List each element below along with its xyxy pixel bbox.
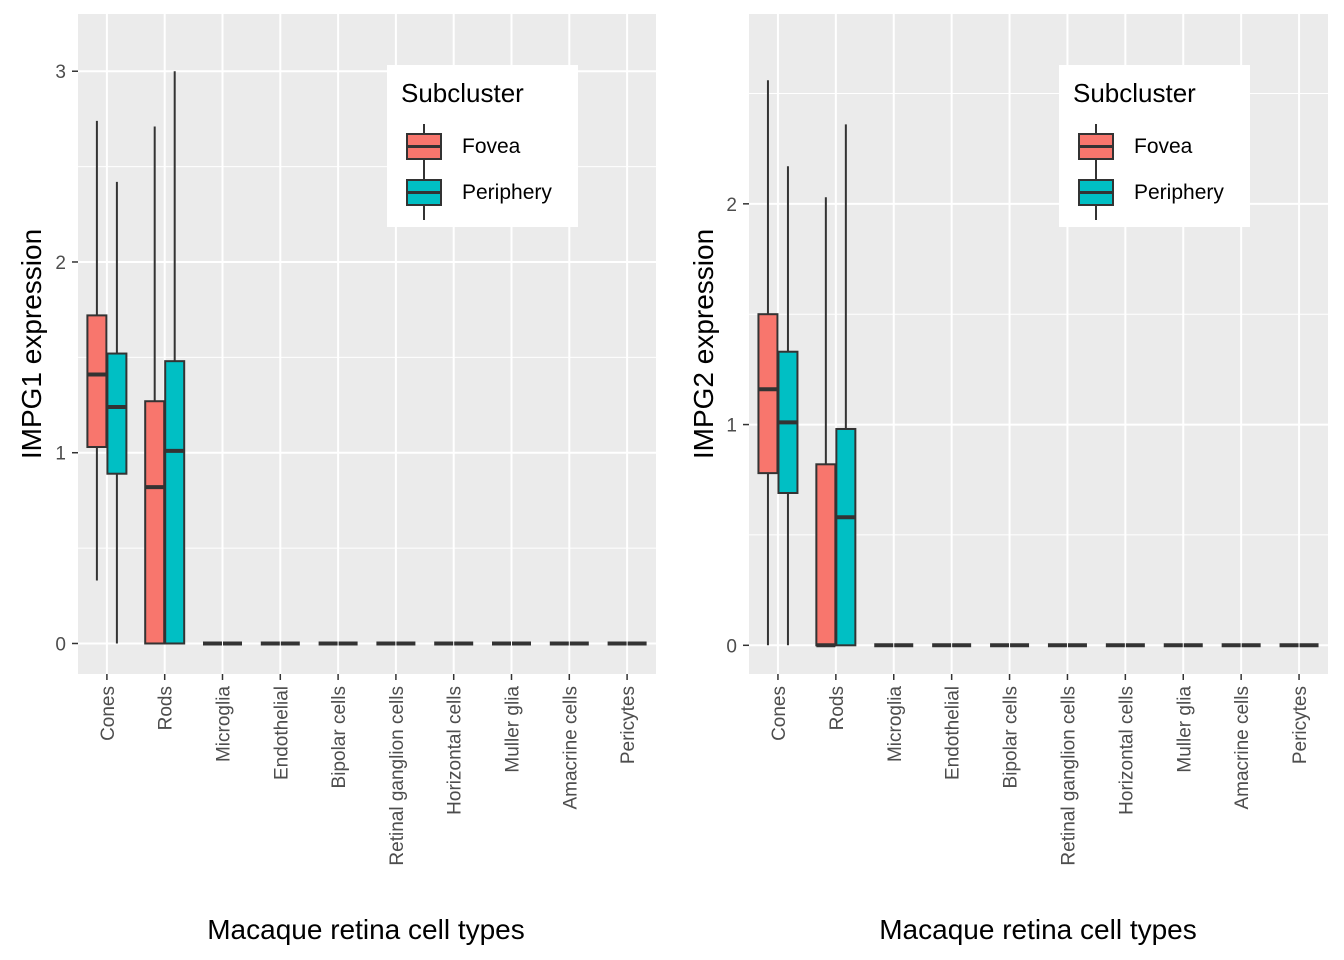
y-tick-label: 2 <box>726 195 737 216</box>
x-tick-label: Horizontal cells <box>445 686 466 815</box>
x-tick-label: Cones <box>769 686 790 741</box>
legend-label: Fovea <box>462 135 521 158</box>
x-axis-title: Macaque retina cell types <box>879 914 1197 945</box>
y-axis-title: IMPG2 expression <box>688 229 719 459</box>
x-tick-label: Cones <box>98 686 119 741</box>
box-periphery-0 <box>777 166 799 646</box>
y-tick-label: 1 <box>726 416 737 437</box>
box <box>835 427 857 647</box>
legend-title: Subcluster <box>401 78 524 108</box>
x-tick-label: Rods <box>827 686 848 730</box>
chart-panel-impg1: 0 1 2 3 Cones Rods Microglia Endothelial Bipolar… <box>16 14 656 945</box>
legend: Subcluster Fovea Periphery <box>1059 65 1250 227</box>
x-axis-title: Macaque retina cell types <box>207 914 525 945</box>
y-axis-title: IMPG1 expression <box>16 229 47 459</box>
box <box>164 360 186 645</box>
legend-title: Subcluster <box>1073 78 1196 108</box>
box-fovea-0 <box>86 120 108 581</box>
box <box>144 400 166 645</box>
legend: Subcluster Fovea Periphery <box>387 65 578 227</box>
x-tick-label: Retinal ganglion cells <box>1058 686 1079 866</box>
box <box>106 352 128 475</box>
box <box>815 463 837 647</box>
box <box>757 313 779 475</box>
chart-panel-impg2: 0 1 2 Cones Rods Microglia Endothelial Bipolar … <box>688 14 1328 945</box>
x-tick-label: Amacrine cells <box>1232 686 1253 810</box>
x-tick-label: Pericytes <box>618 686 639 764</box>
x-tick-label: Bipolar cells <box>1001 686 1022 788</box>
y-tick-label: 3 <box>55 62 66 83</box>
box-periphery-0 <box>106 181 128 644</box>
legend-label: Fovea <box>1134 135 1193 158</box>
x-tick-label: Microglia <box>885 686 906 762</box>
y-tick-label: 2 <box>55 253 66 274</box>
x-tick-label: Amacrine cells <box>560 686 581 810</box>
x-tick-label: Muller glia <box>1174 686 1195 773</box>
y-tick-label: 0 <box>55 634 66 655</box>
x-tick-label: Horizontal cells <box>1116 686 1137 815</box>
x-tick-label: Endothelial <box>943 686 964 780</box>
box-periphery-1 <box>835 124 857 647</box>
x-tick-label: Microglia <box>214 686 235 762</box>
x-tick-label: Endothelial <box>271 686 292 780</box>
x-tick-label: Pericytes <box>1290 686 1311 764</box>
x-tick-label: Bipolar cells <box>329 686 350 788</box>
y-tick-label: 0 <box>726 636 737 657</box>
x-tick-label: Retinal ganglion cells <box>387 686 408 866</box>
legend-label: Periphery <box>462 181 552 204</box>
legend-label: Periphery <box>1134 181 1224 204</box>
x-tick-label: Muller glia <box>503 686 524 773</box>
box-periphery-1 <box>164 71 186 645</box>
y-tick-label: 1 <box>55 444 66 465</box>
box <box>86 314 108 449</box>
x-tick-label: Rods <box>156 686 177 730</box>
